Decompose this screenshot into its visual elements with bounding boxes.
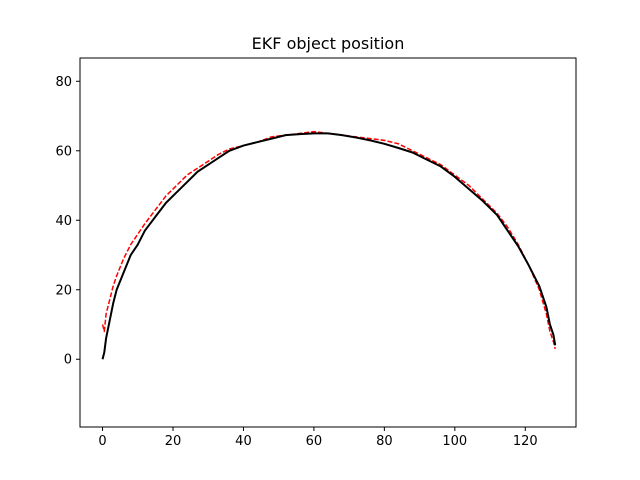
x-tick-label: 20 — [165, 434, 182, 449]
axes: 0 20 40 60 80 100 120 0 20 40 60 80 — [55, 57, 577, 449]
plot-area — [101, 130, 557, 360]
x-tick-label: 100 — [442, 434, 467, 449]
series-group — [101, 130, 557, 360]
x-tick-label: 0 — [98, 434, 106, 449]
axes-frame — [79, 57, 577, 428]
x-tick-label: 60 — [306, 434, 323, 449]
y-tick-label: 40 — [55, 214, 72, 229]
x-tick-label: 80 — [376, 434, 393, 449]
y-tick-label: 60 — [55, 144, 72, 159]
chart-title: EKF object position — [252, 34, 405, 53]
x-tick-label: 120 — [513, 434, 538, 449]
x-tick-label: 40 — [235, 434, 252, 449]
series-line-estimate — [101, 132, 557, 360]
y-tick-label: 20 — [55, 283, 72, 298]
y-tick-label: 80 — [55, 75, 72, 90]
y-tick-label: 0 — [64, 353, 72, 368]
